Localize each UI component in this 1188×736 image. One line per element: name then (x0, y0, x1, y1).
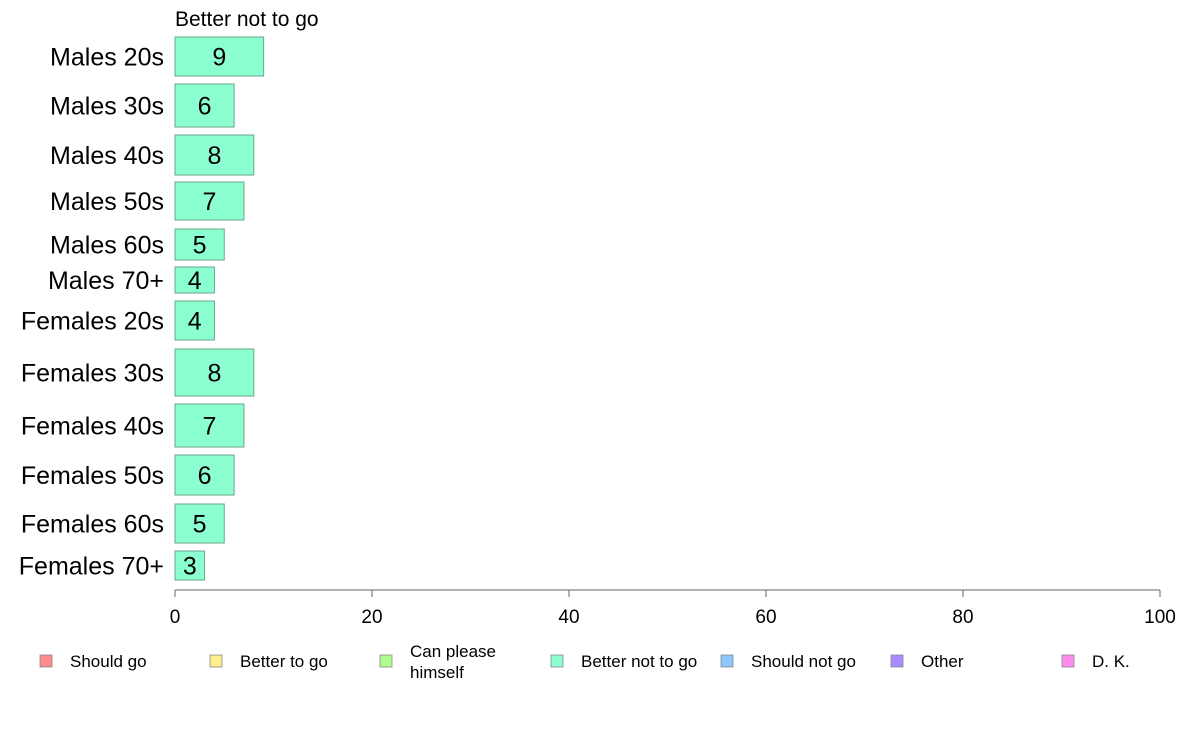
panel-title: Better not to go (175, 8, 319, 31)
x-tick-label: 0 (170, 607, 181, 628)
legend-swatch (720, 654, 734, 668)
bar (174, 83, 235, 128)
bar-value-label: 3 (183, 553, 197, 581)
x-axis: 0 20 40 60 80 100 (170, 589, 1176, 628)
category-label: Males 20s (50, 44, 164, 72)
bar (174, 403, 245, 448)
bar-value-label: 7 (203, 188, 217, 216)
category-label: Females 60s (21, 511, 164, 539)
bar (174, 181, 245, 221)
legend-label: D. K. (1092, 652, 1130, 671)
category-label: Males 30s (50, 93, 164, 121)
category-label: Males 70+ (48, 267, 164, 295)
legend-label: Can please himself (410, 642, 496, 682)
category-label: Females 30s (21, 360, 164, 388)
bar-value-label: 6 (198, 462, 212, 490)
legend-label: Better to go (240, 652, 328, 671)
bars-group: Males 20s 9 Males 30s 6 Males 40s 8 Males 50s 7… (19, 36, 265, 581)
category-label: Males 60s (50, 232, 164, 260)
legend-swatch (39, 654, 53, 668)
legend-swatch (550, 654, 564, 668)
category-label: Females 70+ (19, 553, 164, 581)
bar-value-label: 8 (207, 360, 221, 388)
legend-label: Better not to go (581, 652, 697, 671)
legend-label: Should go (70, 652, 147, 671)
bar-value-label: 7 (203, 413, 217, 441)
legend-label: Should not go (751, 652, 856, 671)
legend-label: Other (921, 652, 964, 671)
bar (174, 228, 225, 261)
bar (174, 503, 225, 544)
x-tick-label: 100 (1144, 607, 1176, 628)
bar (174, 134, 255, 176)
bar (174, 266, 215, 294)
legend: Should go Better to go Can please himself Be… (39, 642, 1130, 682)
bar (174, 300, 215, 341)
legend-swatch (379, 654, 393, 668)
bar-value-label: 5 (193, 511, 207, 539)
category-label: Males 40s (50, 142, 164, 170)
category-label: Females 20s (21, 308, 164, 336)
bar (174, 454, 235, 496)
bar (174, 36, 265, 77)
legend-swatch (1061, 654, 1075, 668)
bar-value-label: 4 (188, 267, 202, 295)
legend-swatch (209, 654, 223, 668)
bar (174, 348, 255, 397)
x-tick-label: 20 (361, 607, 382, 628)
x-tick-label: 60 (755, 607, 776, 628)
legend-swatch (890, 654, 904, 668)
category-label: Females 40s (21, 413, 164, 441)
category-label: Females 50s (21, 462, 164, 490)
bar-value-label: 4 (188, 308, 202, 336)
bar (174, 550, 206, 581)
x-tick-label: 80 (952, 607, 973, 628)
bar-value-label: 6 (198, 93, 212, 121)
bar-value-label: 9 (212, 44, 226, 72)
x-tick-label: 40 (558, 607, 579, 628)
bar-value-label: 5 (193, 232, 207, 260)
bar-value-label: 8 (207, 142, 221, 170)
category-label: Males 50s (50, 188, 164, 216)
